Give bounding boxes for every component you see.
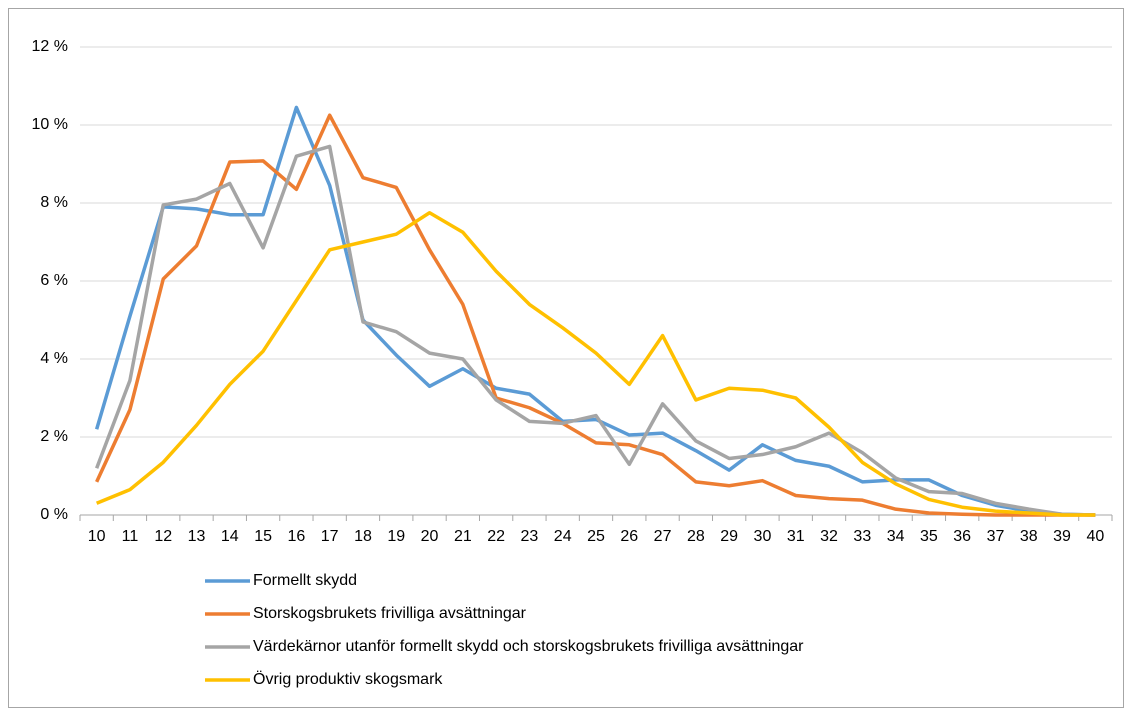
y-tick-label: 8 % xyxy=(40,194,68,211)
x-tick-label: 22 xyxy=(487,528,505,545)
legend-label: Formellt skydd xyxy=(253,572,357,589)
x-tick-label: 23 xyxy=(521,528,539,545)
x-tick-label: 26 xyxy=(620,528,638,545)
x-tick-label: 14 xyxy=(221,528,239,545)
legend-label: Värdekärnor utanför formellt skydd och s… xyxy=(253,638,804,655)
x-tick-label: 11 xyxy=(122,528,139,545)
x-tick-label: 37 xyxy=(987,528,1005,545)
y-tick-label: 10 % xyxy=(32,116,68,133)
legend-label: Storskogsbrukets frivilliga avsättningar xyxy=(253,605,527,622)
x-tick-label: 38 xyxy=(1020,528,1038,545)
x-tick-label: 24 xyxy=(554,528,572,545)
series-line xyxy=(94,105,1096,517)
series-line xyxy=(95,211,1096,517)
x-tick-label: 15 xyxy=(254,528,272,545)
x-tick-label: 27 xyxy=(654,528,672,545)
series-line xyxy=(95,113,1096,517)
x-tick-label: 20 xyxy=(421,528,439,545)
x-tick-label: 12 xyxy=(154,528,172,545)
y-tick-label: 0 % xyxy=(40,506,68,523)
x-tick-label: 32 xyxy=(820,528,838,545)
x-tick-label: 10 xyxy=(88,528,106,545)
chart-frame xyxy=(8,8,1124,708)
y-tick-label: 4 % xyxy=(40,350,68,367)
x-tick-label: 35 xyxy=(920,528,938,545)
x-tick-label: 34 xyxy=(887,528,905,545)
x-tick-label: 16 xyxy=(287,528,305,545)
x-tick-label: 25 xyxy=(587,528,605,545)
x-tick-label: 29 xyxy=(720,528,738,545)
x-tick-label: 31 xyxy=(787,528,805,545)
x-tick-label: 40 xyxy=(1086,528,1104,545)
x-tick-label: 30 xyxy=(754,528,772,545)
y-tick-label: 2 % xyxy=(40,428,68,445)
x-tick-label: 19 xyxy=(387,528,405,545)
x-tick-label: 39 xyxy=(1053,528,1071,545)
x-tick-label: 33 xyxy=(853,528,871,545)
series-line xyxy=(95,144,1096,517)
x-tick-label: 13 xyxy=(188,528,206,545)
x-tick-label: 21 xyxy=(454,528,472,545)
x-tick-label: 17 xyxy=(321,528,339,545)
x-tick-label: 18 xyxy=(354,528,372,545)
legend-label: Övrig produktiv skogsmark xyxy=(253,670,443,688)
y-tick-label: 6 % xyxy=(40,272,68,289)
x-tick-label: 36 xyxy=(953,528,971,545)
x-tick-label: 28 xyxy=(687,528,705,545)
y-tick-label: 12 % xyxy=(32,38,68,55)
